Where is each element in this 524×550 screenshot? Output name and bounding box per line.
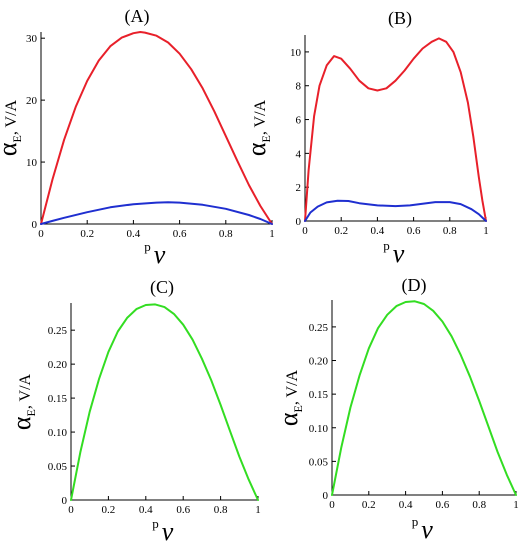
x-axis-label-sup: p (152, 516, 159, 531)
y-axis-label-subscript: E (10, 135, 24, 142)
x-tick-label: 1 (255, 504, 261, 516)
chart-panel-a: (A)00.20.40.60.810102030αE, V/Apv (0, 6, 275, 269)
y-axis-label-subscript: E (259, 135, 273, 142)
panel-label: (C) (150, 277, 174, 298)
x-tick-label: 0.2 (362, 499, 376, 511)
y-tick-label: 10 (26, 157, 38, 169)
y-tick-label: 0.05 (48, 461, 68, 473)
y-axis-label-unit: , V/A (284, 369, 301, 405)
y-tick-label: 0.20 (48, 359, 68, 371)
series-line-1 (70, 303, 259, 501)
panel-label: (D) (402, 275, 427, 296)
x-tick-label: 0.6 (436, 499, 450, 511)
x-tick-label: 0.2 (334, 225, 348, 237)
y-tick-label: 2 (296, 182, 302, 194)
y-tick-label: 6 (296, 115, 302, 127)
x-tick-label: 0.8 (214, 504, 228, 516)
y-tick-label: 0.20 (309, 356, 329, 368)
series-line-2 (40, 201, 273, 225)
x-tick-label: 0.4 (127, 228, 141, 240)
y-axis-label-symbol: α (274, 412, 303, 426)
x-tick-label: 0.8 (219, 228, 233, 240)
series-line-1 (40, 31, 273, 225)
y-axis-label-subscript: E (24, 409, 38, 416)
x-tick-label: 0.6 (407, 225, 421, 237)
y-tick-label: 0.25 (309, 322, 329, 334)
x-tick-label: 0.2 (102, 504, 116, 516)
y-tick-label: 0 (32, 219, 38, 231)
x-tick-label: 1 (269, 228, 275, 240)
x-axis-label: v (162, 517, 174, 546)
y-axis-label-subscript: E (291, 405, 305, 412)
x-tick-label: 0.8 (443, 225, 457, 237)
y-axis-label-unit: , V/A (252, 99, 269, 135)
y-axis-label: αE, V/A (242, 99, 273, 156)
y-tick-label: 10 (290, 47, 302, 59)
x-axis-label: v (421, 515, 433, 544)
x-tick-label: 0.4 (139, 504, 153, 516)
panel-label: (A) (125, 6, 150, 27)
series-line-1 (304, 37, 487, 222)
x-tick-label: 1 (483, 225, 489, 237)
y-axis-label-unit: , V/A (3, 99, 20, 135)
x-tick-label: 0 (329, 499, 335, 511)
x-axis-label-sup: p (144, 239, 151, 254)
y-tick-label: 0 (323, 490, 329, 502)
x-tick-label: 0.2 (80, 228, 94, 240)
y-axis-label-symbol: α (0, 142, 22, 156)
y-axis-label: αE, V/A (0, 99, 24, 156)
y-axis-label: αE, V/A (7, 373, 38, 430)
x-axis-label: v (393, 239, 405, 268)
series-line-2 (304, 199, 487, 222)
y-tick-label: 0 (296, 216, 302, 228)
x-axis-label-sup: p (412, 514, 419, 529)
x-tick-label: 0.4 (371, 225, 385, 237)
y-tick-label: 20 (26, 95, 38, 107)
x-tick-label: 0.8 (472, 499, 486, 511)
x-axis-label: v (154, 240, 166, 269)
y-axis-label-symbol: α (7, 416, 36, 430)
x-tick-label: 0.6 (173, 228, 187, 240)
y-tick-label: 30 (26, 33, 38, 45)
y-tick-label: 8 (296, 81, 302, 93)
x-tick-label: 0.6 (176, 504, 190, 516)
y-tick-label: 0.10 (48, 427, 68, 439)
x-tick-label: 0 (68, 504, 74, 516)
y-tick-label: 0.25 (48, 325, 68, 337)
chart-panel-c: (C) 0 0.2 0.4 0.6 0.8 1 0 0.05 0.10 0.15 0.20 0.25 αE… (7, 277, 261, 546)
x-tick-label: 0 (38, 228, 44, 240)
x-tick-label: 0 (302, 225, 308, 237)
y-tick-label: 0.15 (309, 389, 329, 401)
y-tick-label: 4 (296, 148, 302, 160)
x-tick-label: 0.4 (399, 499, 413, 511)
x-tick-label: 1 (513, 499, 519, 511)
x-axis-label-sup: p (383, 238, 390, 253)
panel-label: (B) (388, 8, 412, 29)
chart-panel-d: (D) 0 0.2 0.4 0.6 0.8 1 0 0.05 0.10 0.15 0.20 0.25 αE… (274, 275, 519, 544)
y-axis-label: αE, V/A (274, 369, 305, 426)
y-tick-label: 0.10 (309, 423, 329, 435)
y-tick-label: 0.15 (48, 393, 68, 405)
y-axis-label-unit: , V/A (17, 373, 34, 409)
y-axis-label-symbol: α (242, 142, 271, 156)
y-tick-label: 0 (62, 495, 68, 507)
series-line-1 (331, 300, 517, 496)
y-tick-label: 0.05 (309, 456, 329, 468)
